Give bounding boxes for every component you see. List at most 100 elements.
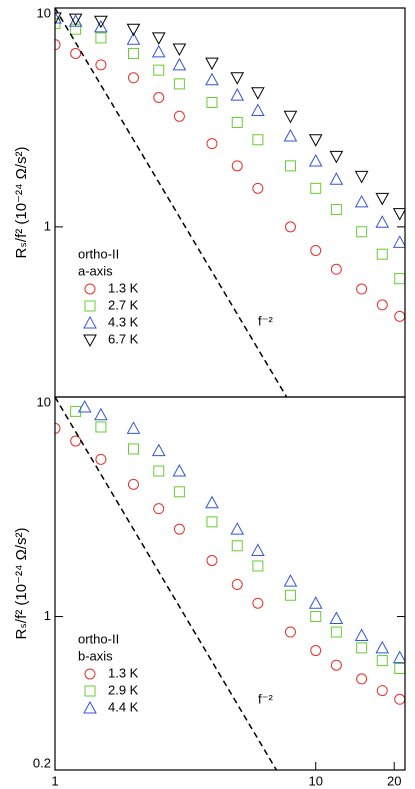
- marker: [126, 32, 141, 45]
- y-axis-label: Rₛ/f² (10⁻²⁴ Ω/s²): [13, 527, 30, 639]
- marker: [126, 421, 141, 434]
- marker: [68, 14, 83, 27]
- marker: [84, 668, 96, 680]
- marker: [70, 47, 82, 59]
- annotation: f⁻²: [258, 691, 273, 706]
- marker: [231, 540, 243, 552]
- y-tick-label: 1: [44, 608, 51, 623]
- marker: [127, 443, 139, 455]
- marker: [308, 134, 323, 147]
- legend-label: 4.4 K: [108, 699, 139, 714]
- y-tick-label: 10: [37, 5, 51, 20]
- marker: [252, 134, 264, 146]
- marker: [127, 47, 139, 59]
- marker: [284, 221, 296, 233]
- legend-label: 1.3 K: [108, 280, 139, 295]
- marker: [153, 503, 165, 515]
- marker: [173, 486, 185, 498]
- marker: [205, 57, 219, 71]
- marker: [153, 465, 165, 477]
- marker: [329, 150, 344, 164]
- marker: [251, 87, 265, 100]
- legend-title: b-axis: [78, 648, 113, 663]
- marker: [83, 700, 97, 714]
- marker: [252, 182, 264, 194]
- legend-label: 1.3 K: [108, 665, 139, 680]
- marker: [356, 673, 368, 685]
- marker: [356, 283, 368, 295]
- marker: [330, 263, 342, 275]
- marker: [310, 244, 322, 256]
- marker: [231, 116, 243, 128]
- reference-line: [55, 397, 278, 770]
- marker: [283, 110, 298, 124]
- marker: [375, 192, 390, 206]
- marker: [173, 110, 185, 122]
- marker: [173, 523, 185, 535]
- marker: [230, 88, 245, 101]
- marker: [231, 160, 243, 172]
- marker: [283, 129, 298, 142]
- marker: [151, 443, 166, 457]
- plot-frame: [54, 396, 406, 771]
- marker: [284, 160, 296, 172]
- marker: [172, 463, 187, 477]
- legend-label: 4.3 K: [108, 314, 139, 329]
- marker: [330, 659, 342, 671]
- marker: [127, 72, 139, 84]
- marker: [70, 435, 82, 447]
- marker: [95, 59, 107, 71]
- marker: [330, 626, 342, 638]
- marker: [151, 44, 166, 58]
- legend-label: 2.7 K: [108, 297, 139, 312]
- marker: [206, 97, 218, 109]
- marker: [68, 13, 83, 27]
- marker: [375, 640, 390, 654]
- marker: [172, 57, 187, 71]
- marker: [283, 574, 298, 587]
- marker: [354, 194, 369, 208]
- marker: [205, 72, 219, 86]
- marker: [94, 15, 108, 29]
- marker: [330, 204, 342, 216]
- marker: [310, 182, 322, 194]
- marker: [284, 589, 296, 601]
- marker: [310, 611, 322, 623]
- marker: [354, 170, 369, 184]
- marker: [84, 300, 96, 312]
- marker: [392, 650, 405, 664]
- marker: [394, 662, 405, 674]
- legend-title: ortho-II: [78, 631, 119, 646]
- marker: [230, 522, 245, 535]
- legend-title: ortho-II: [78, 246, 119, 261]
- marker: [251, 103, 265, 117]
- annotation: f⁻²: [258, 313, 273, 328]
- marker: [55, 422, 61, 434]
- marker: [77, 400, 92, 413]
- marker: [376, 248, 388, 260]
- marker: [354, 628, 369, 641]
- marker: [84, 283, 96, 295]
- y-axis-label: Rₛ/f² (10⁻²⁴ Ω/s²): [13, 146, 30, 258]
- marker: [310, 645, 322, 657]
- marker: [394, 310, 405, 322]
- marker: [55, 12, 62, 26]
- x-tick-label: 10: [308, 773, 322, 788]
- marker: [394, 273, 405, 285]
- marker: [83, 315, 97, 329]
- marker: [206, 138, 218, 150]
- marker: [356, 226, 368, 238]
- marker: [206, 555, 218, 567]
- marker: [284, 626, 296, 638]
- marker: [375, 215, 390, 228]
- marker: [153, 92, 165, 104]
- marker: [94, 407, 108, 421]
- marker: [376, 685, 388, 697]
- marker: [206, 516, 218, 528]
- reference-line: [55, 8, 288, 397]
- marker: [173, 78, 185, 90]
- marker: [84, 685, 96, 697]
- marker: [392, 235, 405, 248]
